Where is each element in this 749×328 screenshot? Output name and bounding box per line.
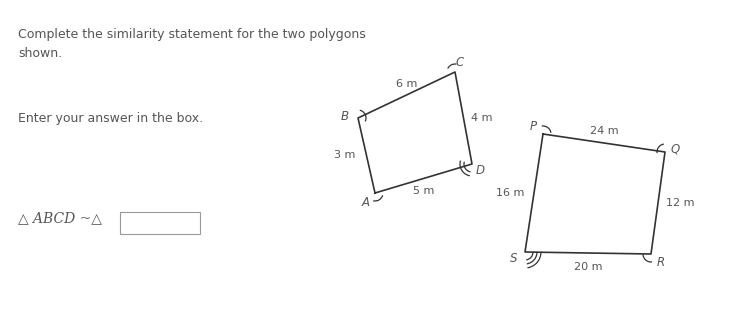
Text: D: D	[476, 163, 485, 176]
Text: Complete the similarity statement for the two polygons
shown.: Complete the similarity statement for th…	[18, 28, 366, 60]
Text: S: S	[510, 253, 518, 265]
Text: P: P	[530, 120, 536, 133]
Text: △ ABCD ~△: △ ABCD ~△	[18, 211, 102, 225]
Text: R: R	[657, 256, 665, 270]
FancyBboxPatch shape	[120, 212, 200, 234]
Text: 24 m: 24 m	[589, 126, 619, 136]
Text: B: B	[341, 110, 349, 122]
Text: A: A	[362, 196, 370, 210]
Text: 5 m: 5 m	[413, 186, 434, 195]
Text: 3 m: 3 m	[334, 151, 355, 160]
Text: 12 m: 12 m	[666, 198, 694, 208]
Text: 20 m: 20 m	[574, 262, 602, 272]
Text: 16 m: 16 m	[496, 188, 524, 198]
Text: 6 m: 6 m	[395, 79, 417, 89]
Text: C: C	[456, 56, 464, 70]
Text: Enter your answer in the box.: Enter your answer in the box.	[18, 112, 203, 125]
Text: 4 m: 4 m	[471, 113, 492, 123]
Text: Q: Q	[670, 142, 679, 155]
